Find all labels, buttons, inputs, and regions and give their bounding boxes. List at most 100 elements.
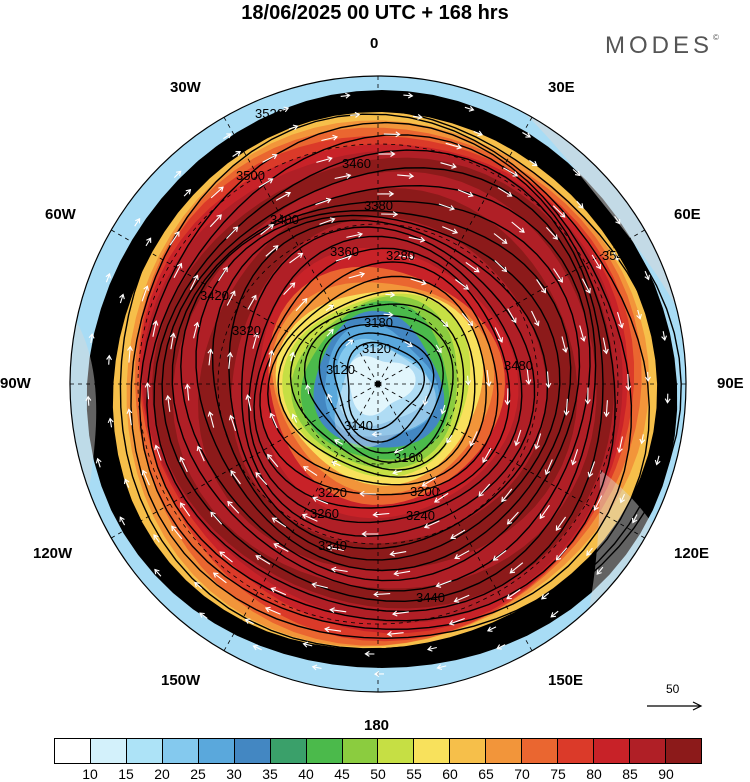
height-contour [130, 113, 651, 640]
reference-vector-arrow-icon [647, 701, 703, 711]
wind-arrow [230, 470, 241, 485]
wind-arrow [435, 580, 452, 588]
wind-arrow [602, 337, 609, 355]
wind-arrow [506, 511, 519, 525]
wind-arrow [625, 373, 632, 392]
wind-arrow [465, 261, 480, 273]
wind-arrow [453, 594, 470, 603]
wind-arrow [403, 92, 414, 99]
wind-arrow [88, 333, 95, 344]
wind-arrow [497, 187, 513, 197]
wind-arrow [212, 572, 227, 584]
wind-arrow [616, 436, 623, 454]
wind-arrow [346, 231, 364, 238]
wind-arrow [644, 270, 650, 281]
contour-label: 3320 [232, 323, 261, 338]
wind-arrow [334, 439, 343, 445]
wind-arrow [412, 113, 423, 120]
wind-arrow [457, 189, 474, 198]
contour-label: 3420 [200, 288, 229, 303]
wind-arrow [291, 413, 298, 423]
wind-arrow [361, 531, 379, 537]
wind-arrow [326, 393, 333, 404]
contour-label: 3500 [236, 168, 265, 183]
colorbar-swatch [414, 739, 451, 763]
wind-arrow [445, 142, 463, 150]
height-contour [153, 149, 604, 613]
colorbar-tick-label: 65 [478, 766, 494, 782]
wind-arrow [539, 504, 550, 520]
height-contour [171, 184, 591, 592]
height-contour [253, 247, 511, 509]
wind-arrow [555, 516, 567, 531]
wind-arrow [126, 408, 133, 426]
wind-arrow [154, 444, 162, 461]
contour-label: 3380 [364, 198, 393, 213]
height-contour [333, 332, 435, 443]
wind-arrow [514, 429, 522, 447]
contour-label: 3220 [318, 485, 347, 500]
colorbar-swatch [665, 739, 701, 763]
wind-arrow [373, 671, 385, 677]
height-contour [138, 121, 633, 630]
wind-arrow [330, 566, 348, 573]
wind-arrow [107, 417, 114, 428]
lon-label-150w: 150W [161, 672, 201, 689]
wind-arrow [210, 511, 223, 525]
wind-arrow [639, 434, 646, 445]
wind-arrow [255, 472, 268, 486]
wind-arrow [584, 387, 591, 405]
wind-arrow [269, 412, 278, 429]
wind-arrow [438, 203, 455, 211]
wind-arrow [295, 297, 308, 312]
wind-arrow [316, 156, 333, 163]
wind-arrow [232, 151, 242, 157]
wind-arrow [227, 351, 233, 369]
wind-arrow [654, 455, 661, 466]
wind-arrow [397, 173, 415, 179]
height-contour [211, 214, 561, 561]
wind-arrow [271, 517, 287, 528]
contour-label: 3280 [386, 248, 415, 263]
wind-arrow [348, 271, 366, 279]
wind-arrow [210, 186, 224, 199]
wind-arrow [252, 644, 262, 651]
latitude-circle [137, 143, 619, 625]
wind-arrow [105, 272, 112, 283]
wind-arrow [226, 226, 239, 239]
wind-arrow [531, 310, 540, 327]
height-contour [195, 209, 572, 572]
height-contour [277, 289, 476, 478]
wind-arrow [169, 231, 180, 246]
wind-arrow [561, 336, 568, 354]
lon-label-120e: 120E [674, 545, 710, 562]
wind-arrow [334, 173, 352, 180]
contour-label: 3240 [406, 508, 435, 523]
wind-arrow [455, 279, 470, 290]
wind-arrow [141, 469, 150, 486]
contour-label: 3340 [318, 538, 347, 553]
wind-arrow [324, 626, 342, 633]
wind-speed-band [348, 356, 416, 416]
wind-arrow [440, 162, 457, 169]
wind-arrow [359, 490, 377, 497]
wind-arrow [372, 511, 390, 518]
colorbar-swatch [270, 739, 307, 763]
colorbar-swatch [90, 739, 127, 763]
height-contours [107, 103, 682, 663]
colorbar-tick-label: 80 [586, 766, 602, 782]
wind-arrow [442, 226, 459, 235]
wind-arrow [223, 133, 232, 140]
contour-label: 3180 [364, 315, 393, 330]
wind-arrow [194, 581, 203, 589]
wind-arrow [123, 478, 130, 488]
wind-arrow [631, 514, 638, 524]
wind-arrow [613, 251, 619, 261]
wind-arrow [545, 371, 552, 389]
colorbar-tick-label: 45 [334, 766, 350, 782]
wind-arrow [511, 221, 525, 233]
height-contour [318, 323, 444, 454]
wind-arrow [289, 252, 304, 264]
wind-arrow [494, 260, 508, 273]
